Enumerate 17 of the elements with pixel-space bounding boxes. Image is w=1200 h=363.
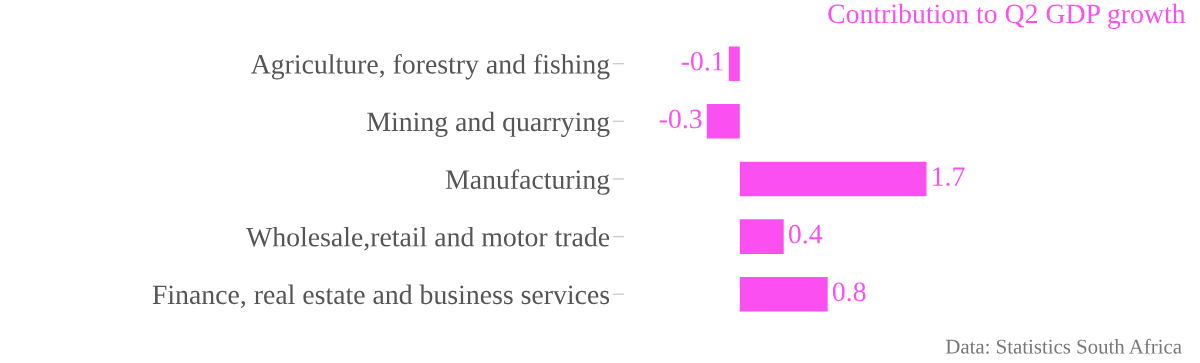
bar xyxy=(739,219,784,254)
text: Data: Statistics South Africa xyxy=(945,338,1182,354)
data-label: 0.8 xyxy=(832,282,866,302)
text: Contribution to Q2 GDP growth xyxy=(828,3,1186,29)
y-tick-label: Manufacturing xyxy=(445,169,610,195)
bar xyxy=(739,161,927,197)
bar xyxy=(728,46,740,81)
y-tick-label: Agriculture, forestry and fishing xyxy=(250,53,610,80)
data-label: 0.4 xyxy=(788,224,823,244)
data-label: -0.1 xyxy=(681,51,723,71)
bar xyxy=(706,104,740,139)
y-tick-label: Finance, real estate and business services xyxy=(152,284,610,309)
bar xyxy=(739,276,828,312)
y-tick-label: Mining and quarrying xyxy=(367,111,610,137)
data-label: 1.7 xyxy=(933,167,965,187)
data-label: -0.3 xyxy=(659,109,702,129)
y-tick-label: Wholesale,retail and motor trade xyxy=(246,226,610,251)
